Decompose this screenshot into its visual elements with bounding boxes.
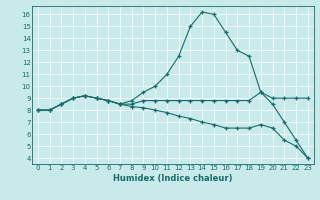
X-axis label: Humidex (Indice chaleur): Humidex (Indice chaleur) [113, 174, 233, 183]
